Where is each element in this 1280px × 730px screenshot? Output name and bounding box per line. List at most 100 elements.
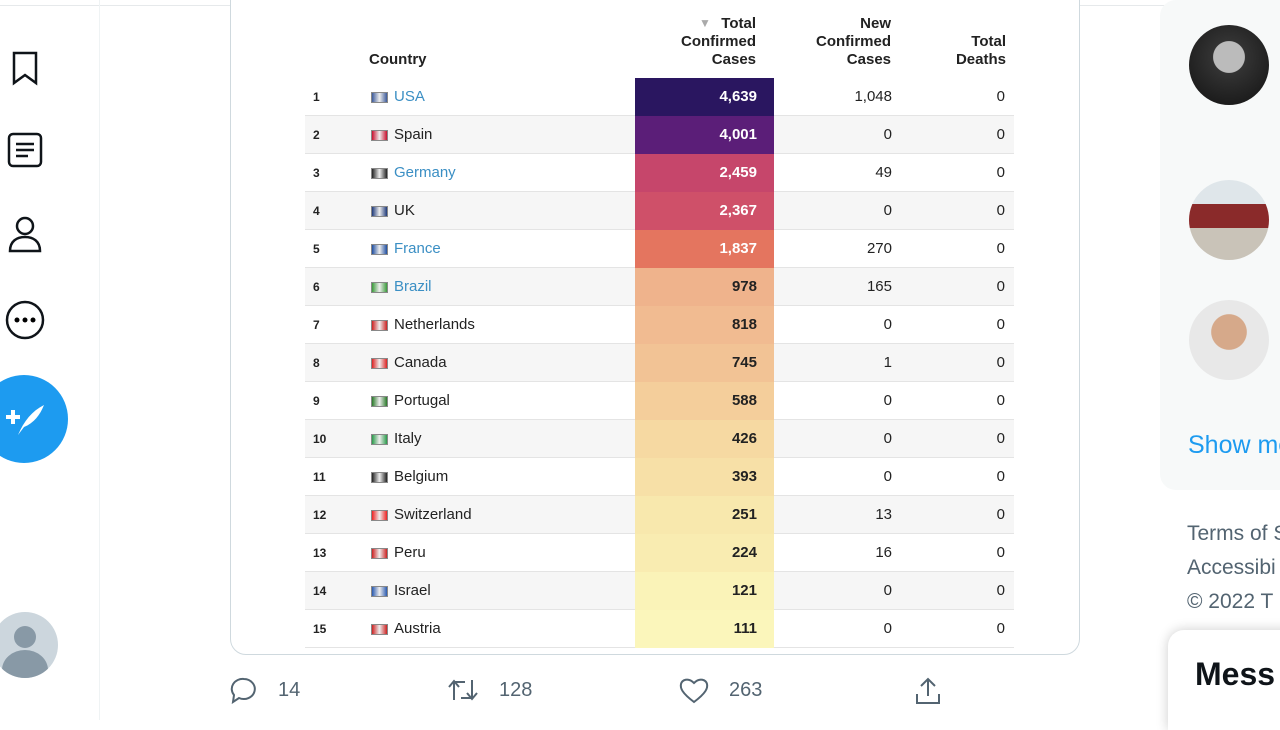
table-row: 14 Israel 121 0 0	[305, 572, 1014, 610]
compose-tweet-button[interactable]	[0, 375, 68, 463]
flag-icon	[371, 206, 388, 217]
country-name: Peru	[394, 544, 426, 561]
account-avatar[interactable]	[0, 612, 58, 678]
suggested-user-avatar[interactable]	[1189, 300, 1269, 380]
new-confirmed-cell: 1	[883, 354, 892, 371]
show-more-link[interactable]: Show me	[1188, 431, 1280, 459]
flag-icon	[371, 434, 388, 445]
country-name[interactable]: Germany	[394, 164, 456, 181]
footer-terms-link[interactable]: Terms of S	[1187, 522, 1280, 545]
feather-plus-icon	[6, 405, 44, 435]
rank: 6	[313, 280, 320, 294]
country-name: Switzerland	[394, 506, 472, 523]
flag-icon	[371, 282, 388, 293]
country-name: Canada	[394, 354, 447, 371]
header-new-confirmed[interactable]: New Confirmed Cases	[791, 15, 891, 69]
bookmark-icon[interactable]	[5, 48, 45, 88]
total-confirmed-cell: 978	[635, 268, 774, 306]
rank: 4	[313, 204, 320, 218]
messages-title: Mess	[1195, 656, 1276, 692]
rank: 11	[313, 470, 326, 484]
footer-accessibility-link[interactable]: Accessibi	[1187, 556, 1276, 579]
table-row: 12 Switzerland 251 13 0	[305, 496, 1014, 534]
table-row: 3 Germany 2,459 49 0	[305, 154, 1014, 192]
total-deaths-cell: 0	[996, 278, 1005, 295]
total-confirmed-cell: 111	[635, 610, 774, 648]
suggested-user-avatar[interactable]	[1189, 25, 1269, 105]
new-confirmed-cell: 165	[866, 278, 892, 295]
rank: 14	[313, 584, 327, 598]
new-confirmed-cell: 0	[883, 430, 892, 447]
total-confirmed-cell: 4,001	[635, 116, 774, 154]
table-row: 5 France 1,837 270 0	[305, 230, 1014, 268]
rank: 1	[313, 90, 320, 104]
rank: 15	[313, 622, 327, 636]
total-deaths-cell: 0	[996, 164, 1005, 181]
sort-desc-icon[interactable]: ▼	[699, 16, 711, 30]
lists-icon[interactable]	[5, 130, 45, 170]
rank: 5	[313, 242, 320, 256]
like-button[interactable]: 263	[679, 676, 762, 704]
country-name[interactable]: USA	[394, 88, 425, 105]
header-line: Cases	[711, 51, 756, 68]
header-line: Cases	[846, 51, 891, 68]
total-deaths-cell: 0	[996, 392, 1005, 409]
retweet-count: 128	[499, 678, 533, 701]
suggested-user-avatar[interactable]	[1189, 180, 1269, 260]
total-deaths-cell: 0	[996, 544, 1005, 561]
table-row: 1 USA 4,639 1,048 0	[305, 78, 1014, 116]
flag-icon	[371, 548, 388, 559]
country-name: Spain	[394, 126, 433, 143]
header-line: New	[860, 15, 891, 32]
total-deaths-cell: 0	[996, 582, 1005, 599]
flag-icon	[371, 396, 388, 407]
tweet-media-card[interactable]: Country ▼ Total Confirmed Cases New Conf…	[230, 0, 1080, 655]
header-line: Deaths	[955, 51, 1006, 68]
country-name: Israel	[394, 582, 431, 599]
rank: 13	[313, 546, 327, 560]
flag-icon	[371, 510, 388, 521]
rank: 12	[313, 508, 327, 522]
footer-copyright: © 2022 T	[1187, 590, 1274, 613]
table-row: 8 Canada 745 1 0	[305, 344, 1014, 382]
share-button[interactable]	[914, 676, 942, 706]
country-name[interactable]: France	[394, 240, 441, 257]
new-confirmed-cell: 1,048	[854, 88, 892, 105]
total-deaths-cell: 0	[996, 468, 1005, 485]
table-row: 11 Belgium 393 0 0	[305, 458, 1014, 496]
rank: 10	[313, 432, 327, 446]
header-total-confirmed[interactable]: Total Confirmed Cases	[651, 15, 756, 69]
more-icon[interactable]	[5, 300, 45, 340]
total-confirmed-cell: 588	[635, 382, 774, 420]
table-row: 10 Italy 426 0 0	[305, 420, 1014, 458]
messages-drawer[interactable]: Mess	[1168, 630, 1280, 730]
new-confirmed-cell: 13	[875, 506, 892, 523]
header-line: Confirmed	[816, 33, 891, 50]
country-name: Netherlands	[394, 316, 475, 333]
total-confirmed-cell: 4,639	[635, 78, 774, 116]
rank: 2	[313, 128, 320, 142]
flag-icon	[371, 472, 388, 483]
new-confirmed-cell: 270	[866, 240, 892, 257]
total-deaths-cell: 0	[996, 126, 1005, 143]
reply-button[interactable]: 14	[230, 676, 300, 704]
new-confirmed-cell: 0	[883, 582, 892, 599]
country-name: Italy	[394, 430, 422, 447]
country-name: Portugal	[394, 392, 450, 409]
new-confirmed-cell: 0	[883, 620, 892, 637]
flag-icon	[371, 130, 388, 141]
retweet-button[interactable]: 128	[447, 676, 532, 704]
header-total-deaths[interactable]: Total Deaths	[906, 33, 1006, 69]
table-row: 7 Netherlands 818 0 0	[305, 306, 1014, 344]
new-confirmed-cell: 0	[883, 468, 892, 485]
country-name: Belgium	[394, 468, 449, 485]
total-confirmed-cell: 121	[635, 572, 774, 610]
profile-icon[interactable]	[5, 214, 45, 254]
total-confirmed-cell: 818	[635, 306, 774, 344]
new-confirmed-cell: 0	[883, 126, 892, 143]
country-name[interactable]: Brazil	[394, 278, 432, 295]
flag-icon	[371, 92, 388, 103]
total-confirmed-cell: 393	[635, 458, 774, 496]
header-line: Total	[971, 33, 1006, 50]
rank: 8	[313, 356, 320, 370]
